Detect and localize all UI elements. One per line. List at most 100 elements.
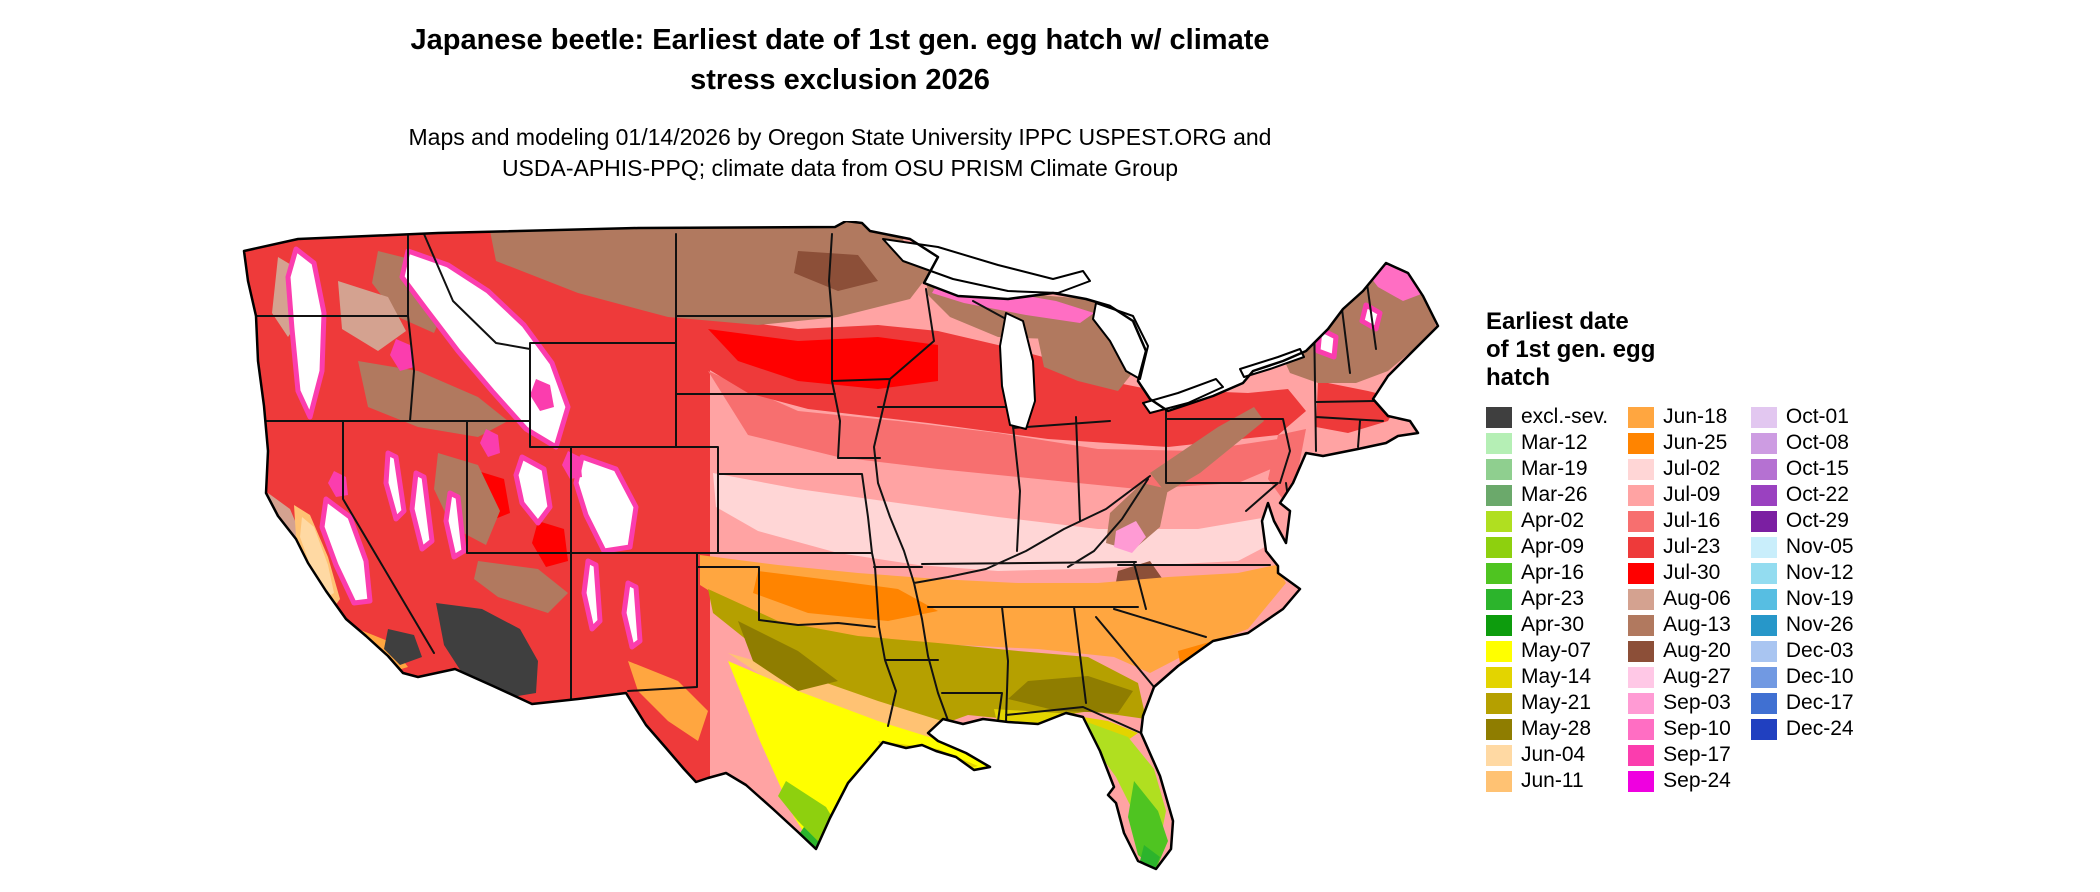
legend-swatch: [1750, 718, 1777, 740]
legend-swatch: [1750, 484, 1777, 506]
legend-item: Jun-11: [1486, 768, 1608, 794]
legend-item: Dec-10: [1750, 664, 1854, 690]
legend-swatch: [1486, 666, 1512, 688]
legend-swatch: [1628, 666, 1655, 688]
legend-item: Jul-02: [1628, 456, 1731, 482]
legend-label: Mar-12: [1521, 431, 1588, 454]
legend-label: Apr-23: [1521, 587, 1585, 610]
legend-label: Dec-17: [1785, 691, 1854, 714]
legend-item: Jul-09: [1628, 482, 1731, 508]
legend-item: Apr-30: [1486, 612, 1608, 638]
legend-swatch: [1628, 640, 1655, 662]
state-border-lines: [251, 233, 1384, 734]
region-pink-belt: [708, 371, 1306, 501]
legend-label: Sep-17: [1663, 743, 1731, 766]
legend-swatch: [1750, 510, 1777, 532]
legend-swatch: [1628, 588, 1655, 610]
legend-item: Aug-20: [1628, 638, 1731, 664]
legend-swatch: [1486, 718, 1512, 740]
legend-swatch: [1628, 614, 1655, 636]
legend-swatch: [1750, 666, 1777, 688]
legend-label: Jul-23: [1663, 535, 1721, 558]
legend-label: Nov-12: [1785, 561, 1854, 584]
legend-item: Aug-13: [1628, 612, 1731, 638]
legend-item: Sep-10: [1628, 716, 1731, 742]
region-green-tips: [796, 827, 1160, 869]
legend-label: Aug-13: [1663, 613, 1731, 636]
legend-label: Nov-05: [1785, 535, 1854, 558]
map-title: Japanese beetle: Earliest date of 1st ge…: [410, 24, 1270, 96]
legend-label: Jun-04: [1521, 743, 1586, 766]
legend-item: Nov-26: [1750, 612, 1854, 638]
legend-item: Apr-23: [1486, 586, 1608, 612]
legend-label: Jun-11: [1521, 769, 1584, 792]
legend-label: excl.-sev.: [1521, 405, 1609, 428]
legend-label: Apr-02: [1521, 509, 1585, 532]
legend-swatch: [1628, 432, 1655, 454]
map-subtitle: Maps and modeling 01/14/2026 by Oregon S…: [408, 124, 1272, 181]
legend-item: Oct-29: [1750, 508, 1854, 534]
legend-item: Oct-08: [1750, 430, 1854, 456]
legend-label: Dec-24: [1785, 717, 1854, 740]
legend-swatch: [1628, 770, 1655, 792]
legend-swatch: [1486, 406, 1512, 428]
legend-swatch: [1486, 692, 1512, 714]
region-brown-north: [358, 221, 1436, 613]
region-bright-red-core: [474, 329, 938, 567]
legend-swatch: [1628, 458, 1655, 480]
state-borders: [251, 233, 1384, 734]
legend-item: May-21: [1486, 690, 1608, 716]
legend-label: Apr-16: [1521, 561, 1585, 584]
lake-michigan: [999, 312, 1036, 430]
legend-swatch: [1750, 692, 1777, 714]
legend-item: excl.-sev.: [1486, 404, 1608, 430]
legend-label: Aug-20: [1663, 639, 1731, 662]
legend-item: Jul-23: [1628, 534, 1731, 560]
legend-label: Apr-30: [1521, 613, 1585, 636]
region-light-orange-strip: [294, 505, 998, 749]
legend-label: Jun-25: [1663, 431, 1728, 454]
legend-label: Sep-03: [1663, 691, 1731, 714]
legend: Earliest date of 1st gen. egg hatch excl…: [1486, 308, 1854, 794]
legend-label: Dec-10: [1785, 665, 1854, 688]
region-orange-belt: [358, 555, 1286, 741]
legend-item: Nov-19: [1750, 586, 1854, 612]
legend-item: Sep-17: [1628, 742, 1731, 768]
legend-item: Nov-12: [1750, 560, 1854, 586]
legend-label: Jul-02: [1663, 457, 1721, 480]
us-map: [238, 219, 1448, 886]
legend-swatch: [1486, 744, 1512, 766]
legend-swatch: [1628, 406, 1655, 428]
legend-swatch: [1486, 484, 1512, 506]
legend-swatch: [1486, 614, 1512, 636]
legend-label: May-21: [1521, 691, 1592, 714]
legend-swatch: [1486, 510, 1512, 532]
legend-label: Jun-18: [1663, 405, 1728, 428]
legend-label: Mar-26: [1521, 483, 1588, 506]
us-outline: [242, 219, 1440, 871]
legend-label: Mar-19: [1521, 457, 1588, 480]
legend-item: Dec-03: [1750, 638, 1854, 664]
legend-label: Oct-22: [1785, 483, 1849, 506]
legend-swatch: [1750, 458, 1777, 480]
region-dark-olive-patches: [738, 621, 1133, 713]
legend-label: Oct-29: [1785, 509, 1849, 532]
legend-swatch: [1628, 562, 1655, 584]
legend-item: Sep-24: [1628, 768, 1731, 794]
legend-item: Dec-17: [1750, 690, 1854, 716]
legend-item: Dec-24: [1750, 716, 1854, 742]
legend-column-2: Jun-18 Jun-25 Jul-02 Jul-09 Jul-16 Jul-23 Jul-…: [1628, 404, 1731, 794]
legend-item: Oct-15: [1750, 456, 1854, 482]
legend-swatch: [1628, 536, 1655, 558]
legend-label: Oct-01: [1785, 405, 1849, 428]
legend-swatch: [1750, 406, 1777, 428]
legend-label: May-07: [1521, 639, 1592, 662]
header: Japanese beetle: Earliest date of 1st ge…: [240, 20, 1440, 184]
legend-item: Jun-25: [1628, 430, 1731, 456]
legend-label: Jul-09: [1663, 483, 1721, 506]
legend-swatch: [1750, 588, 1777, 610]
legend-swatch: [1486, 770, 1512, 792]
legend-swatch: [1628, 718, 1655, 740]
legend-item: Mar-19: [1486, 456, 1608, 482]
legend-swatch: [1486, 458, 1512, 480]
